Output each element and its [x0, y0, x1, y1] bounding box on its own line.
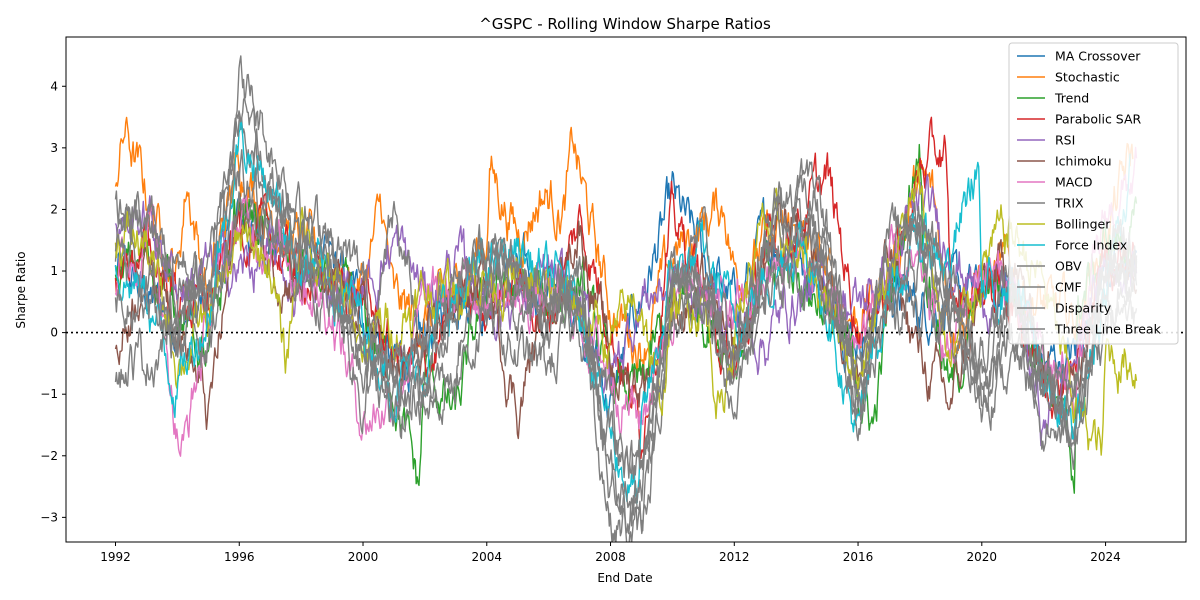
y-tick-label: −1	[40, 387, 58, 401]
x-tick-label: 2000	[348, 550, 379, 564]
x-tick-label: 1992	[100, 550, 131, 564]
y-tick-label: 0	[50, 326, 58, 340]
y-axis-title: Sharpe Ratio	[14, 251, 28, 328]
legend: MA Crossover Stochastic Trend Parabolic SAR…	[1008, 42, 1179, 345]
plot-frame	[65, 36, 1187, 543]
y-tick-label: −3	[40, 510, 58, 524]
y-tick-label: 4	[50, 79, 58, 93]
legend-label-bollinger: Bollinger	[1055, 217, 1111, 232]
legend-label-ma-crossover: MA Crossover	[1055, 49, 1141, 64]
y-axis: −3 −2 −1 0 1 2 3 4	[40, 79, 66, 524]
series-line-force-index	[114, 118, 1131, 504]
legend-label-cmf: CMF	[1055, 280, 1082, 295]
legend-label-obv: OBV	[1055, 259, 1082, 274]
legend-label-force-index: Force Index	[1055, 238, 1127, 253]
legend-label-rsi: RSI	[1055, 133, 1075, 148]
legend-label-ichimoku: Ichimoku	[1055, 154, 1112, 169]
x-tick-label: 2020	[967, 550, 998, 564]
legend-label-stochastic: Stochastic	[1055, 70, 1120, 85]
x-tick-label: 2008	[595, 550, 626, 564]
plot-area	[65, 36, 1187, 543]
legend-label-parabolic-sar: Parabolic SAR	[1055, 112, 1142, 127]
x-tick-label: 2012	[719, 550, 750, 564]
legend-box	[1008, 42, 1179, 345]
x-axis-title: End Date	[597, 571, 652, 585]
y-tick-label: −2	[40, 449, 58, 463]
series-line-three-line-break	[114, 191, 1138, 475]
x-tick-label: 2016	[843, 550, 874, 564]
y-tick-label: 3	[50, 141, 58, 155]
x-tick-label: 1996	[224, 550, 255, 564]
x-axis: 1992 1996 2000 2004 2008 2012 2016 2020 2024	[100, 542, 1121, 564]
y-tick-label: 2	[50, 202, 58, 216]
legend-label-trend: Trend	[1054, 91, 1089, 106]
legend-label-three-line-break: Three Line Break	[1054, 322, 1162, 337]
x-tick-label: 2024	[1090, 550, 1121, 564]
legend-label-disparity: Disparity	[1055, 301, 1112, 316]
chart-title: ^GSPC - Rolling Window Sharpe Ratios	[479, 15, 771, 33]
legend-label-trix: TRIX	[1054, 196, 1084, 211]
series-layer	[114, 55, 1138, 542]
x-tick-label: 2004	[472, 550, 503, 564]
series-line-disparity	[114, 97, 1138, 518]
legend-label-macd: MACD	[1055, 175, 1092, 190]
y-tick-label: 1	[50, 264, 58, 278]
